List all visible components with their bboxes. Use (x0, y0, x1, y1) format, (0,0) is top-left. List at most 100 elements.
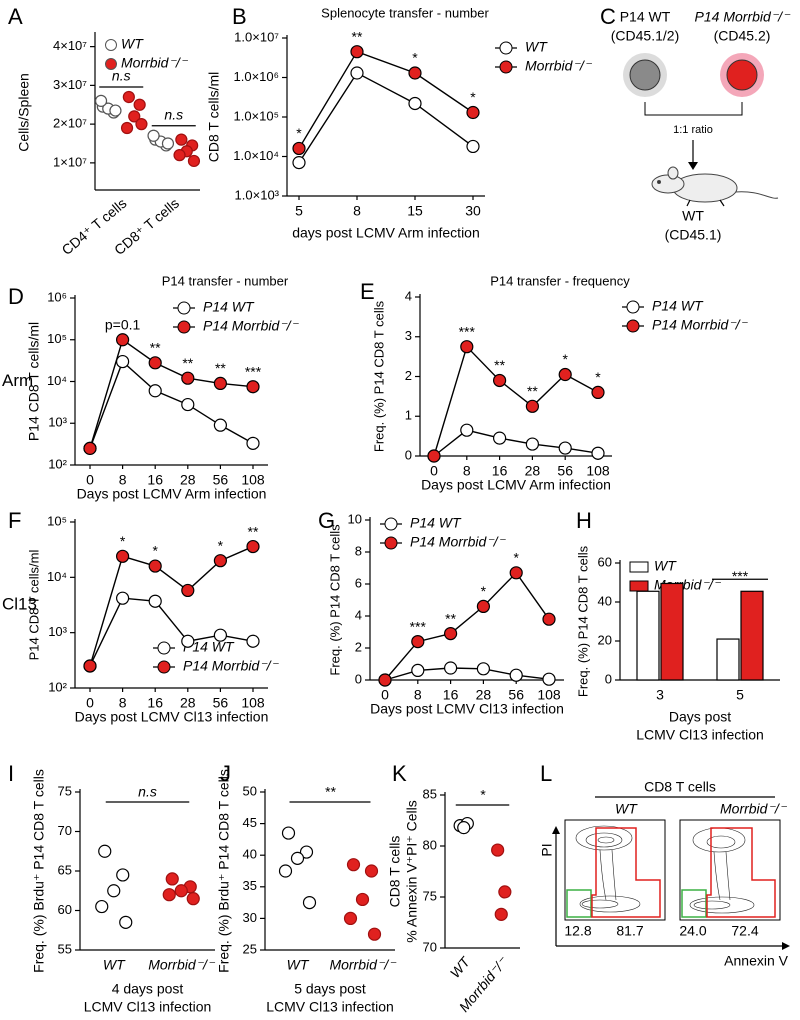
point (494, 907, 508, 921)
y-tick-label: 55 (58, 941, 72, 956)
y-tick-label: 70 (423, 939, 437, 954)
legend-label: P14 Morrbid⁻/⁻ (203, 318, 300, 334)
point (165, 872, 179, 886)
x-axis-label: Days post (669, 709, 731, 725)
x-tick-label: 15 (407, 203, 423, 219)
point (213, 628, 227, 642)
panel-label: H (576, 508, 592, 533)
point (493, 431, 507, 445)
annotation: ** (248, 523, 259, 539)
x-tick-label: 28 (476, 687, 492, 703)
legend-marker (629, 561, 649, 573)
point (107, 884, 121, 898)
arrow-head (552, 826, 560, 834)
annotation: * (120, 533, 126, 549)
legend-marker (384, 536, 398, 550)
donor-subtitle: (CD45.1/2) (611, 28, 679, 44)
point (213, 376, 227, 391)
legend-marker (629, 580, 649, 592)
flow-title: CD8 T cells (644, 779, 716, 795)
y-tick-label: 85 (423, 786, 437, 801)
y-tick-label: 1.0×10⁵ (233, 108, 279, 123)
point (491, 843, 505, 857)
y-tick-label: 45 (243, 815, 257, 830)
x-tick-label: 5 (736, 687, 744, 703)
annotation: ** (215, 360, 226, 376)
annotation: ** (150, 340, 161, 356)
y-tick-label: 1.0×10⁴ (233, 148, 279, 163)
annotation: ** (325, 784, 336, 800)
line-series (433, 429, 599, 457)
x-tick-label: 16 (492, 463, 508, 479)
point (302, 895, 317, 910)
legend-label: Morrbid⁻/⁻ (121, 55, 189, 71)
point (411, 663, 425, 678)
y-tick-label: 1.0×10⁷ (234, 29, 279, 44)
mouse (651, 166, 779, 207)
annotation: ** (182, 355, 193, 371)
y-tick-label: 6 (355, 575, 362, 590)
y-tick-label: 1.0×10³ (235, 187, 280, 202)
bar (740, 590, 764, 681)
annotation: p=0.1 (105, 316, 141, 332)
y-axis-label: Freq. (%) P14 CD8 T cells (371, 300, 386, 452)
point (498, 885, 512, 899)
y-tick-label: 0 (605, 671, 612, 686)
ratio-label: 1:1 ratio (673, 124, 713, 136)
y-tick-label: 0 (355, 671, 362, 686)
legend-marker (499, 41, 513, 55)
x-axis-label: days post LCMV Arm infection (292, 225, 480, 241)
point (181, 583, 195, 598)
legend-marker (499, 60, 513, 74)
bracket (644, 102, 743, 116)
point (408, 96, 422, 111)
point (175, 133, 188, 146)
legend-marker (626, 300, 640, 314)
x-tick-label: 108 (241, 695, 265, 711)
y-tick-label: 3×10⁷ (53, 77, 87, 92)
x-tick-label: WT (447, 953, 474, 981)
donor-title: P14 WT (620, 9, 671, 25)
legend-marker (177, 301, 191, 315)
point (116, 868, 130, 882)
point (427, 449, 441, 463)
chart-title: P14 transfer - number (162, 273, 289, 288)
point (109, 104, 122, 117)
x-tick-label: 0 (86, 695, 94, 711)
point (181, 634, 195, 648)
point (161, 137, 175, 150)
y-axis-label: Cells/Spleen (16, 73, 32, 152)
annotation: * (481, 583, 487, 599)
gate-value: 24.0 (679, 923, 706, 939)
plot-title: Morrbid⁻/⁻ (720, 801, 788, 817)
legend-label: P14 Morrbid⁻/⁻ (652, 317, 749, 333)
gate-value: 12.8 (564, 923, 591, 939)
point (174, 884, 188, 898)
point (343, 911, 358, 926)
annotation: *** (459, 323, 476, 339)
panel-l: L CD8 T cells WT Morrbid⁻/⁻ 12.8 (539, 761, 790, 969)
point (408, 66, 422, 80)
point (355, 892, 370, 907)
y-tick-label: 2×10⁷ (53, 116, 87, 131)
chart-title: P14 transfer - frequency (490, 273, 630, 288)
point (148, 384, 162, 398)
x-tick-label: Morrbid⁻/⁻ (329, 957, 397, 973)
x-tick-label: 56 (557, 463, 573, 479)
annotation: * (152, 543, 158, 559)
y-axis-label: Freq. (%) P14 CD8 T cells (575, 545, 590, 697)
point (135, 118, 148, 131)
x-tick-label: 30 (465, 203, 481, 219)
bar (716, 638, 740, 681)
y-tick-label: 10⁴ (47, 373, 67, 388)
legend-label: WT (525, 39, 548, 55)
donor-subtitle: (CD45.2) (714, 28, 771, 44)
x-tick-label: 8 (414, 687, 422, 703)
annotation: * (595, 369, 601, 385)
y-tick-label: 25 (243, 941, 257, 956)
x-axis-label: Annexin V (724, 953, 788, 969)
point (213, 554, 227, 568)
point (95, 899, 109, 914)
y-axis-label: P14 CD8 T cells/ml (26, 549, 41, 660)
panel-label: G (318, 508, 335, 533)
